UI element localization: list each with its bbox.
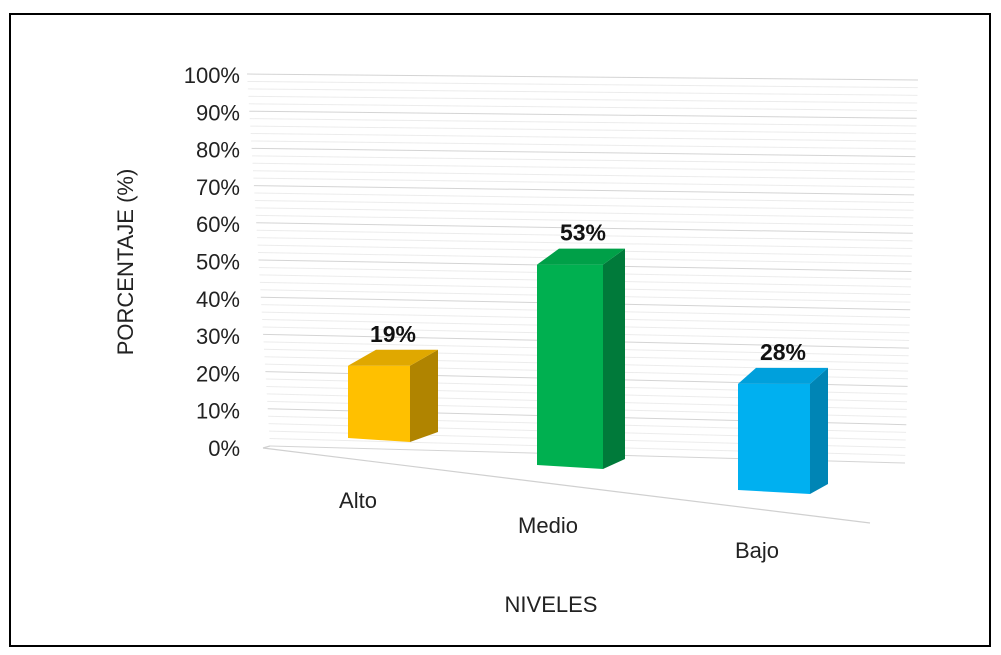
gridline xyxy=(251,140,916,150)
bars xyxy=(348,248,828,494)
y-tick-label: 80% xyxy=(196,138,240,163)
gridline xyxy=(253,177,915,188)
floor-line xyxy=(262,445,271,449)
y-tick-label: 100% xyxy=(184,63,240,88)
gridline xyxy=(254,199,914,211)
y-tick-label: 50% xyxy=(196,250,240,275)
y-tick-labels: 0% 10% 20% 30% 40% 50% 60% 70% 80% 90% 100% xyxy=(184,63,240,461)
bar-front-alto xyxy=(348,365,410,442)
gridline xyxy=(249,110,917,119)
bar-side-bajo xyxy=(810,367,828,494)
gridline xyxy=(250,125,917,135)
bar-side-alto xyxy=(410,349,438,442)
gridline xyxy=(252,170,915,181)
gridline xyxy=(252,155,916,165)
y-tick-label: 10% xyxy=(196,399,240,424)
y-tick-label: 0% xyxy=(208,436,240,461)
y-tick-label: 90% xyxy=(196,100,240,125)
gridline xyxy=(255,214,914,227)
gridline xyxy=(256,222,913,234)
gridline xyxy=(256,229,913,242)
gridline xyxy=(254,192,914,204)
x-axis-title: NIVELES xyxy=(505,592,598,617)
y-tick-label: 20% xyxy=(196,361,240,386)
gridline xyxy=(257,237,913,250)
data-label-alto: 19% xyxy=(370,321,416,347)
gridline xyxy=(253,185,915,196)
gridline xyxy=(247,88,918,96)
chart-border xyxy=(9,13,991,647)
bar-top-alto xyxy=(348,349,438,366)
bar-top-medio xyxy=(537,248,625,265)
gridline xyxy=(247,80,918,89)
gridline xyxy=(248,103,917,112)
data-label-bajo: 28% xyxy=(760,339,806,365)
y-axis-title: PORCENTAJE (%) xyxy=(113,169,138,356)
bar-front-bajo xyxy=(738,383,810,494)
floor-line xyxy=(262,447,871,524)
category-label-bajo: Bajo xyxy=(735,538,779,563)
y-tick-label: 60% xyxy=(196,212,240,237)
category-label-alto: Alto xyxy=(339,488,377,513)
category-labels: Alto Medio Bajo xyxy=(339,488,779,563)
bar-front-medio xyxy=(537,264,603,469)
y-tick-label: 70% xyxy=(196,175,240,200)
bar-side-medio xyxy=(603,248,625,469)
gridline xyxy=(255,207,914,219)
gridline xyxy=(252,162,915,173)
gridline xyxy=(250,133,916,142)
gridline xyxy=(251,147,916,158)
gridline xyxy=(249,118,917,127)
data-labels: 19% 53% 28% xyxy=(370,220,806,365)
bar-top-bajo xyxy=(738,367,828,384)
category-label-medio: Medio xyxy=(518,513,578,538)
gridline xyxy=(246,73,919,81)
y-tick-label: 30% xyxy=(196,324,240,349)
data-label-medio: 53% xyxy=(560,220,606,246)
gridline xyxy=(248,95,918,104)
y-tick-label: 40% xyxy=(196,287,240,312)
